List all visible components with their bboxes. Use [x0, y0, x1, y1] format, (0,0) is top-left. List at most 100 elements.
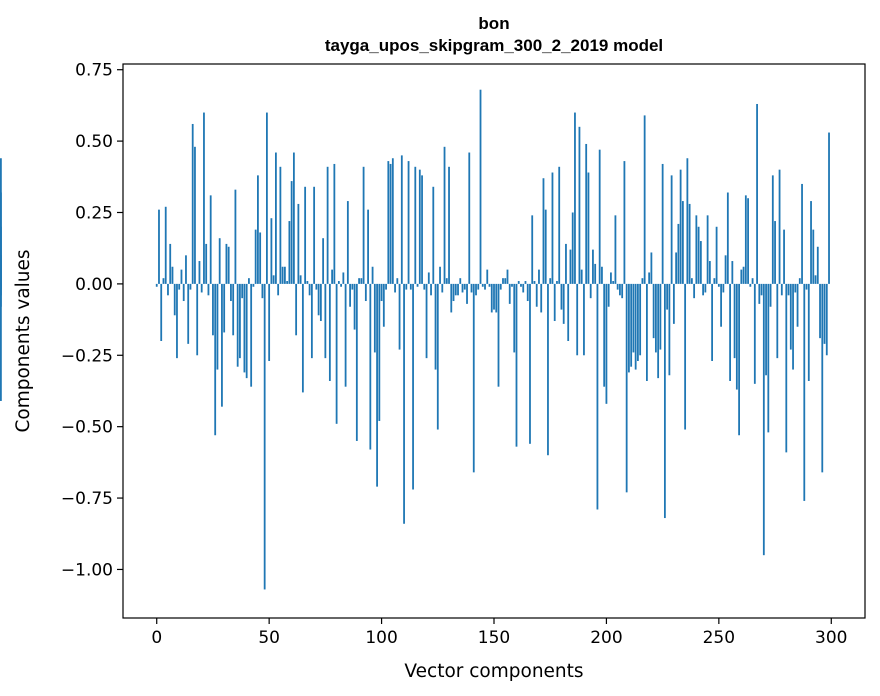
bar: [720, 283, 722, 327]
bar: [409, 283, 412, 290]
bar: [520, 283, 522, 287]
bar: [511, 283, 513, 287]
bar: [387, 161, 390, 284]
bar: [261, 283, 264, 299]
bar: [794, 283, 797, 293]
bar: [749, 283, 752, 287]
bar: [796, 283, 799, 327]
bar: [335, 283, 338, 424]
bar: [711, 283, 713, 361]
bar: [412, 283, 414, 490]
bar: [603, 283, 606, 387]
bar: [551, 172, 554, 284]
bar: [358, 278, 360, 284]
bar: [679, 169, 682, 284]
y-axis-label: Components values: [13, 249, 34, 432]
bar: [236, 283, 239, 367]
bar: [466, 283, 468, 304]
bar: [744, 195, 747, 284]
bar: [792, 283, 794, 370]
bar: [628, 283, 630, 373]
bar: [702, 283, 705, 296]
y-tick-label: 0.50: [75, 132, 113, 152]
bar: [562, 283, 565, 324]
bar: [567, 283, 570, 341]
bar: [283, 266, 286, 284]
bar: [407, 161, 410, 284]
bar: [747, 198, 749, 284]
bar: [173, 283, 176, 316]
x-tick-label: 150: [478, 628, 510, 648]
bar: [807, 283, 810, 381]
bar: [538, 269, 540, 284]
bar: [506, 269, 509, 284]
bar: [382, 283, 385, 327]
bar: [670, 175, 673, 284]
y-tick-label: 0.25: [75, 203, 113, 223]
x-tick-label: 50: [258, 628, 280, 648]
bar: [468, 152, 471, 284]
x-tick-label: 0: [151, 628, 162, 648]
bar: [0, 226, 2, 284]
bar: [441, 283, 444, 293]
bar: [443, 146, 446, 284]
bar: [369, 283, 372, 450]
bar: [212, 283, 214, 336]
bar: [185, 255, 187, 284]
bar: [189, 283, 192, 290]
bar: [583, 283, 585, 356]
bar: [279, 166, 282, 284]
bar: [461, 283, 464, 293]
bar: [254, 229, 257, 284]
bar: [621, 283, 624, 299]
bar: [738, 283, 740, 436]
bar: [722, 283, 725, 293]
bar: [704, 283, 707, 293]
bar: [751, 278, 754, 284]
bar: [304, 186, 307, 284]
bar: [297, 203, 300, 284]
bar: [389, 163, 392, 284]
bar: [549, 278, 552, 284]
plot-area-frame: [122, 63, 866, 619]
bar: [637, 283, 639, 361]
bar: [646, 283, 648, 381]
bar: [484, 283, 486, 290]
bar: [0, 255, 2, 284]
bar: [558, 166, 561, 284]
bar: [828, 132, 830, 284]
bar: [515, 283, 518, 447]
bar: [216, 283, 219, 370]
bar: [502, 278, 504, 284]
bar: [486, 269, 489, 284]
bar: [198, 261, 201, 284]
bar: [767, 283, 770, 433]
bar: [619, 283, 621, 296]
bar: [250, 283, 253, 387]
y-tick-label: 0.00: [75, 275, 113, 295]
bar: [587, 172, 590, 284]
bar: [396, 278, 399, 284]
bar: [310, 283, 313, 359]
bar: [450, 283, 453, 313]
bar: [571, 212, 574, 284]
bar: [268, 283, 271, 361]
bar: [798, 278, 801, 284]
bar: [270, 218, 273, 284]
bar: [221, 283, 223, 407]
bar-series: [0, 89, 830, 590]
bar: [292, 152, 295, 284]
y-tick-label: −0.50: [61, 418, 113, 438]
bar: [414, 166, 417, 284]
bar: [445, 278, 448, 284]
bar: [560, 283, 563, 310]
bar: [776, 283, 779, 359]
bar: [762, 283, 765, 556]
bar: [245, 283, 248, 379]
bar: [544, 209, 547, 284]
bar: [517, 281, 520, 284]
bar: [171, 266, 174, 284]
bar: [448, 166, 450, 284]
bar: [684, 283, 687, 430]
